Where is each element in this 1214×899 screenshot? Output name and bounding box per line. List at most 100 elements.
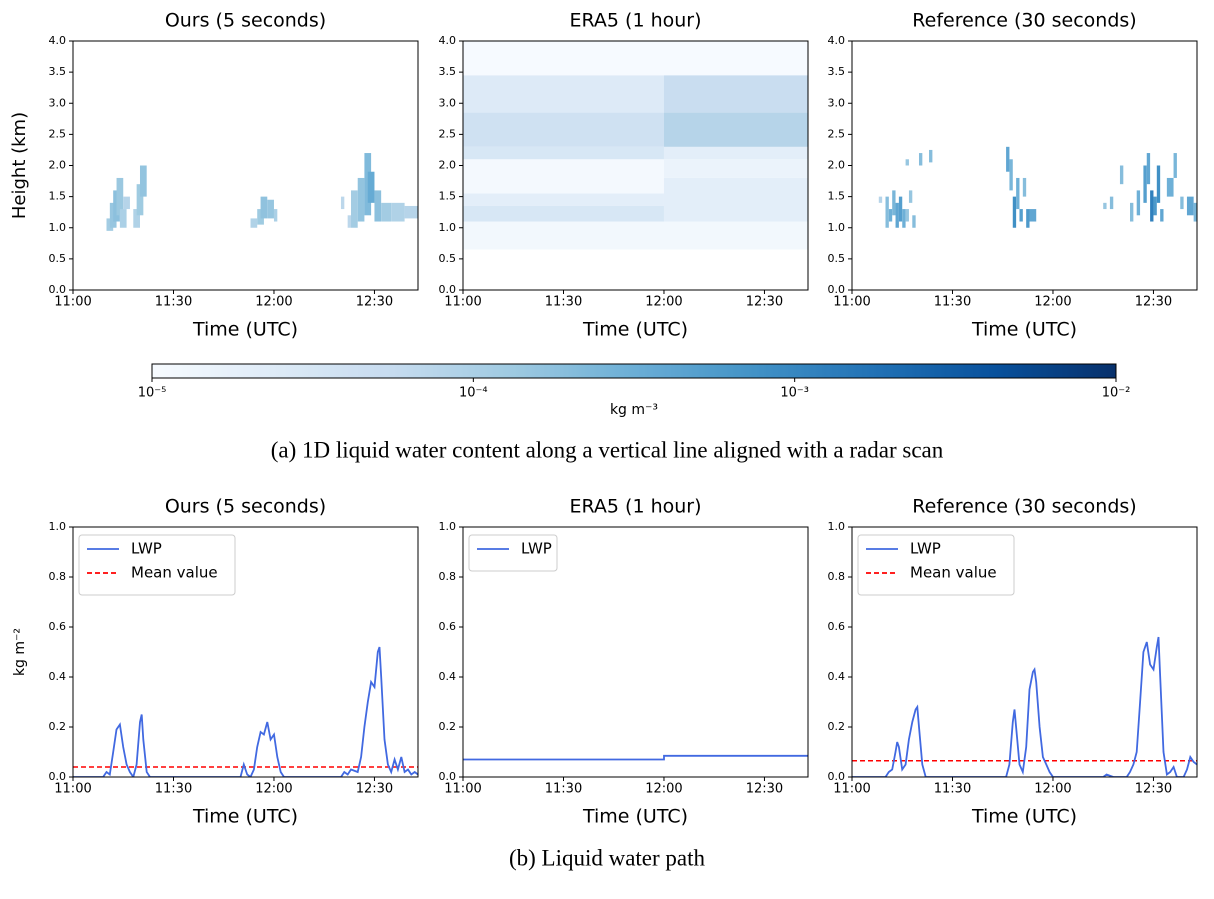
plot-area <box>463 41 808 250</box>
colorbar-tick-label: 10⁻² <box>1102 386 1131 401</box>
heat-cell <box>1109 196 1114 210</box>
legend-label: Mean value <box>910 564 997 582</box>
heat-cell <box>404 205 418 219</box>
y-tick-label: 2.5 <box>439 127 457 140</box>
heat-cell <box>898 196 903 222</box>
heat-cell <box>912 215 916 228</box>
y-tick-label: 3.0 <box>439 96 457 109</box>
heat-cell <box>463 112 664 147</box>
caption: (a) 1D liquid water content along a vert… <box>271 437 944 462</box>
y-tick-label: 0.4 <box>439 670 457 683</box>
heat-cell <box>1029 209 1037 222</box>
heat-cell <box>347 215 352 228</box>
colorbar-tick-label: 10⁻⁴ <box>459 386 488 401</box>
chart-title: ERA5 (1 hour) <box>569 10 701 32</box>
heat-cell <box>663 177 808 222</box>
heat-cell <box>1156 165 1161 203</box>
x-tick-label: 11:00 <box>54 295 91 310</box>
x-tick-label: 11:30 <box>934 295 971 310</box>
heat-cell <box>123 196 130 210</box>
y-tick-label: 0.5 <box>49 252 67 265</box>
heat-cell <box>1146 153 1151 185</box>
heat-cell <box>929 149 933 163</box>
y-tick-label: 0.8 <box>49 570 67 583</box>
y-tick-label: 0.4 <box>49 670 67 683</box>
x-tick-label: 12:00 <box>255 782 292 797</box>
y-tick-label: 1.5 <box>439 190 457 203</box>
y-tick-label: 0.2 <box>828 720 846 733</box>
heat-cell <box>1186 196 1194 216</box>
y-tick-label: 1.5 <box>49 190 67 203</box>
heat-cell <box>463 75 664 113</box>
heat-cell <box>391 202 405 222</box>
heat-cell <box>663 146 808 160</box>
axes-frame <box>851 526 1198 778</box>
heat-cell <box>381 202 392 222</box>
y-tick-label: 4.0 <box>828 34 846 47</box>
heat-cell <box>1009 159 1013 191</box>
x-tick-label: 12:00 <box>645 782 682 797</box>
x-tick-label: 12:00 <box>645 295 682 310</box>
lwp-line <box>463 754 808 761</box>
y-tick-label: 1.0 <box>439 520 457 533</box>
axes-frame <box>462 526 809 778</box>
plot-area <box>463 754 808 761</box>
heat-cell <box>119 209 127 228</box>
x-tick-label: 11:30 <box>934 782 971 797</box>
y-axis-label: Height (km) <box>9 112 30 219</box>
x-axis-label: Time (UTC) <box>582 806 688 828</box>
x-axis-label: Time (UTC) <box>192 806 298 828</box>
y-tick-label: 2.0 <box>49 159 67 172</box>
caption: (b) Liquid water path <box>509 845 706 870</box>
heat-cell <box>1173 153 1177 178</box>
y-tick-label: 3.5 <box>49 65 67 78</box>
heat-cell <box>663 221 808 250</box>
heat-cell <box>1019 209 1023 222</box>
x-tick-label: 12:00 <box>1034 295 1071 310</box>
chart-title: Reference (30 seconds) <box>912 10 1136 32</box>
heat-cell <box>1193 202 1197 222</box>
x-tick-label: 12:30 <box>746 782 783 797</box>
heat-cell <box>663 75 808 113</box>
y-tick-label: 4.0 <box>439 34 457 47</box>
heat-cell <box>463 146 664 160</box>
x-axis-label: Time (UTC) <box>971 319 1077 341</box>
x-tick-label: 11:00 <box>444 782 481 797</box>
heat-cell <box>1180 196 1184 210</box>
chart-title: Ours (5 seconds) <box>165 496 326 518</box>
heat-cell <box>1012 196 1017 228</box>
x-tick-label: 11:00 <box>833 295 870 310</box>
plot-area <box>852 636 1197 777</box>
y-tick-label: 2.0 <box>439 159 457 172</box>
y-axis-label: kg m⁻² <box>12 628 28 676</box>
heat-cell <box>340 196 345 210</box>
heat-cell <box>116 177 124 216</box>
axes-frame <box>72 526 419 778</box>
heat-cell <box>1150 190 1154 222</box>
y-tick-label: 0.2 <box>439 720 457 733</box>
legend-box <box>78 534 236 596</box>
y-tick-label: 0.6 <box>439 620 457 633</box>
heat-cell <box>905 209 909 222</box>
heat-cell <box>918 153 923 166</box>
y-tick-label: 3.5 <box>828 65 846 78</box>
y-tick-label: 0.0 <box>49 770 67 783</box>
heat-cell <box>895 202 899 228</box>
y-tick-label: 0.2 <box>49 720 67 733</box>
y-tick-label: 1.0 <box>828 520 846 533</box>
x-tick-label: 11:30 <box>155 782 192 797</box>
y-tick-label: 0.8 <box>439 570 457 583</box>
heat-cell <box>463 205 664 222</box>
legend-label: Mean value <box>131 564 218 582</box>
y-tick-label: 0.6 <box>49 620 67 633</box>
x-tick-label: 12:30 <box>746 295 783 310</box>
lwp-line <box>852 636 1197 777</box>
x-tick-label: 11:30 <box>545 295 582 310</box>
heat-cell <box>1153 196 1157 216</box>
heat-cell <box>878 196 883 203</box>
y-tick-label: 1.0 <box>49 520 67 533</box>
legend-label: LWP <box>910 540 941 558</box>
heat-cell <box>463 159 664 194</box>
y-tick-label: 4.0 <box>49 34 67 47</box>
